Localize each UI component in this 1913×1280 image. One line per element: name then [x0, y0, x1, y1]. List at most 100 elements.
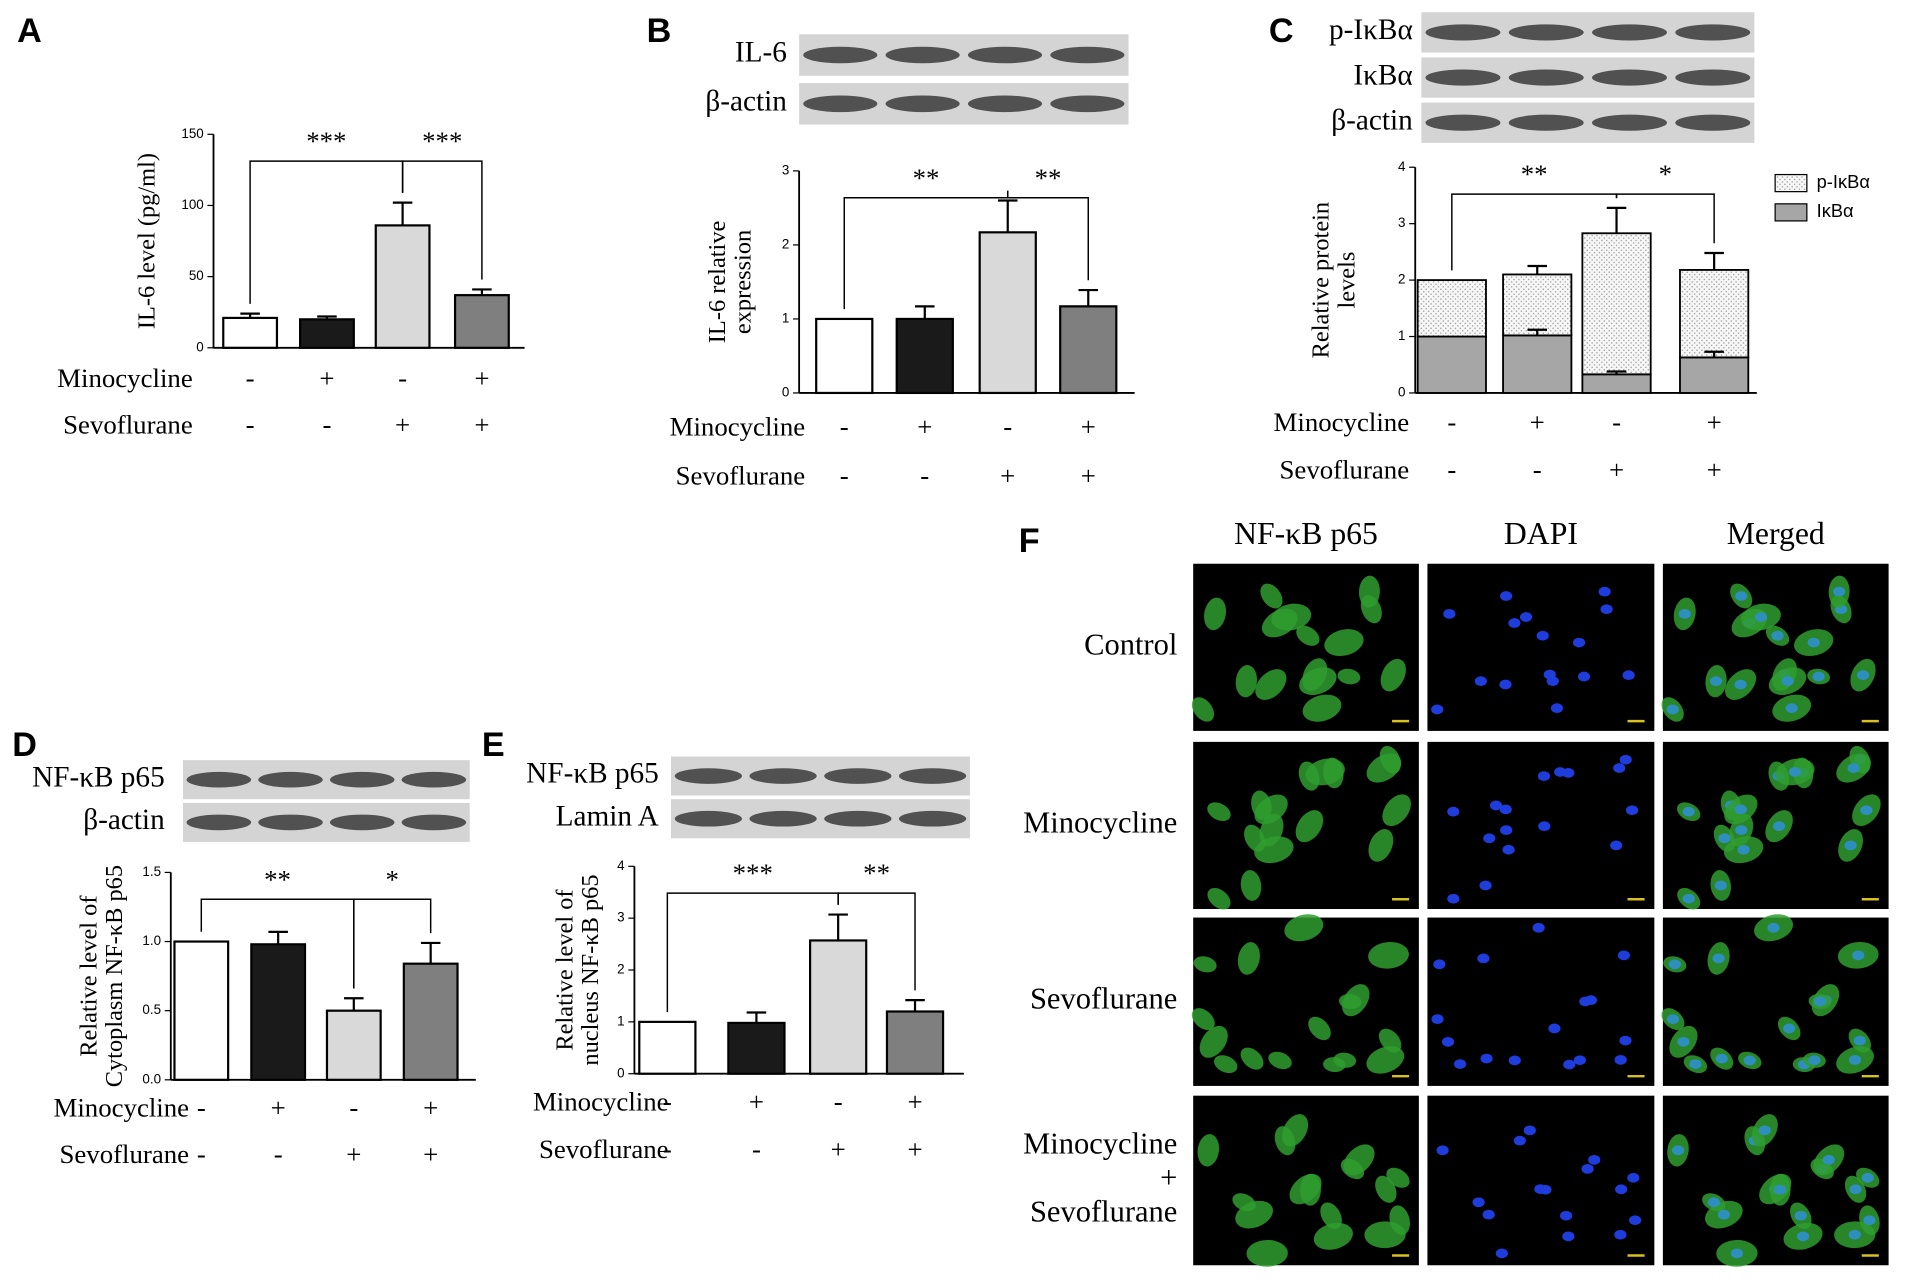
bar-segment [1416, 279, 1487, 338]
bar [1059, 305, 1118, 395]
nucleus [1447, 893, 1460, 904]
blot-label: β-actin [705, 86, 787, 118]
nucleus [1615, 1184, 1628, 1195]
cell-body [1380, 658, 1406, 692]
condition-sign: + [395, 409, 410, 439]
condition-sign: - [840, 412, 849, 442]
nucleus [1678, 609, 1691, 619]
error-bar [317, 315, 337, 320]
blot-band [674, 768, 743, 784]
nucleus [1807, 637, 1820, 648]
nucleus [1863, 1215, 1876, 1226]
y-tick-label: 4 [617, 858, 625, 873]
blot-band [803, 46, 878, 64]
significance-label: * [1659, 159, 1672, 189]
bar [815, 317, 874, 395]
cell-body [1368, 829, 1394, 862]
y-tick-label: 0 [196, 339, 203, 354]
condition-sign: + [319, 363, 334, 393]
bar [727, 1021, 786, 1075]
nucleus [1619, 754, 1632, 765]
bar-segment [1581, 232, 1652, 376]
condition-sign: - [840, 461, 849, 491]
nucleus [1532, 922, 1545, 933]
condition-sign: - [274, 1139, 283, 1169]
condition-sign: - [752, 1134, 761, 1164]
cell-body [1213, 1055, 1238, 1074]
blot-band [967, 46, 1043, 64]
nucleus [1808, 1055, 1821, 1066]
nucleus [1563, 1059, 1576, 1070]
nucleus [1813, 996, 1826, 1007]
row-label: Sevoflurane [1030, 1195, 1177, 1229]
bar [374, 224, 431, 349]
cell-body [1271, 603, 1312, 631]
blot-band [885, 46, 960, 64]
nucleus [1579, 996, 1592, 1007]
nucleus [1714, 880, 1727, 891]
nucleus [1682, 893, 1695, 904]
nucleus [1554, 767, 1567, 777]
cell-body [1296, 625, 1320, 646]
significance-label: * [386, 864, 399, 894]
nucleus [1519, 612, 1533, 622]
nucleus [1431, 1014, 1444, 1025]
bar [453, 294, 510, 349]
significance-label: *** [733, 858, 773, 888]
bar [978, 231, 1037, 395]
error-bar [1704, 350, 1724, 358]
cell-body [1337, 668, 1361, 685]
micrograph [1661, 563, 1889, 731]
row-label: Minocycline [1023, 805, 1177, 839]
cell-body [1191, 697, 1215, 722]
blot-band [824, 810, 892, 827]
nucleus [1715, 1053, 1728, 1064]
cell-body [1204, 597, 1227, 631]
bar-segment [1502, 273, 1573, 337]
cell-body [1199, 1025, 1228, 1058]
blot-band [1425, 24, 1501, 41]
blot-band [329, 814, 395, 831]
nucleus [1537, 771, 1551, 781]
nucleus [1474, 676, 1487, 687]
cell-body [1358, 575, 1380, 608]
nucleus [1562, 1231, 1575, 1242]
micrograph [1427, 1095, 1655, 1266]
blot-band [1425, 114, 1501, 131]
nucleus [1671, 1145, 1685, 1156]
condition-sign: - [246, 409, 255, 439]
nucleus [1796, 1231, 1810, 1242]
nucleus [1539, 1184, 1552, 1195]
y-axis-label: IL-6 relative [704, 221, 731, 344]
nucleus [1588, 1154, 1601, 1165]
condition-sign: - [920, 461, 929, 491]
significance-label: ** [264, 864, 291, 894]
nucleus [1598, 586, 1611, 597]
nucleus [1822, 1154, 1835, 1165]
y-tick-label: 0 [1398, 384, 1405, 399]
cell-body [1343, 1144, 1375, 1176]
condition-sign: - [1447, 407, 1456, 437]
legend-swatch [1774, 203, 1808, 222]
significance-bracket [401, 160, 483, 280]
cell-body [1193, 956, 1217, 973]
nucleus [1502, 844, 1515, 855]
blot-label: IL-6 [735, 37, 787, 69]
significance-bracket [1615, 193, 1715, 244]
y-tick-label: 2 [1398, 272, 1405, 287]
blot-label: β-actin [83, 804, 165, 836]
nucleus [1849, 1184, 1862, 1195]
nucleus [1572, 637, 1586, 648]
blot-band [824, 768, 892, 784]
y-tick-label: 3 [782, 162, 789, 177]
cell-body [1324, 629, 1364, 657]
condition-sign: + [907, 1086, 922, 1116]
condition-sign: - [834, 1086, 843, 1116]
blot-band [967, 95, 1043, 113]
cell-body [1207, 887, 1231, 910]
cell-body [1235, 665, 1258, 698]
nucleus [1783, 1023, 1796, 1034]
micrograph [1427, 741, 1655, 910]
bar [895, 317, 954, 395]
